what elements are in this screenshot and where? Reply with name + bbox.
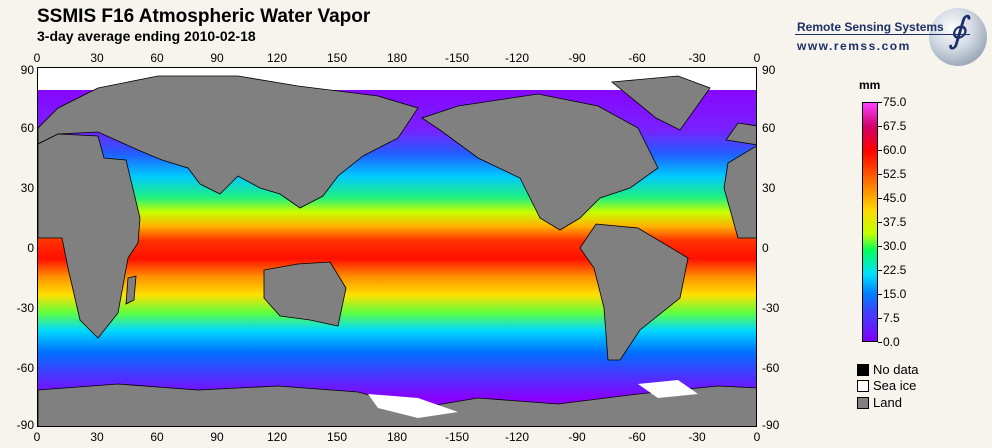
legend-swatch (857, 363, 869, 376)
lon-tick: -150 (444, 430, 470, 444)
lat-tick: 60 (762, 121, 776, 135)
lon-tick: -30 (688, 51, 706, 65)
page-subtitle: 3-day average ending 2010-02-18 (37, 28, 256, 44)
logo-url[interactable]: www.remss.com (797, 39, 911, 53)
lon-tick: 150 (326, 430, 348, 444)
lon-tick: 120 (266, 51, 288, 65)
lon-tick: -120 (504, 430, 530, 444)
lon-tick: 0 (753, 430, 761, 444)
lat-tick: 30 (20, 181, 34, 195)
colorbar-label: 15.0 (878, 287, 906, 301)
land-europe-west (725, 122, 756, 146)
lon-tick: 60 (150, 51, 164, 65)
land-africa-west (723, 145, 756, 239)
lon-tick: 120 (266, 430, 288, 444)
legend-sea-ice: Sea ice (857, 378, 916, 393)
antarctic-sea-ice (368, 380, 698, 418)
colorbar-unit: mm (859, 78, 881, 92)
lon-tick: 30 (90, 430, 104, 444)
colorbar-label: 67.5 (878, 119, 906, 133)
lat-tick: -30 (16, 301, 34, 315)
colorbar-label: 0.0 (878, 335, 900, 349)
logo-divider (795, 34, 970, 35)
legend-label: No data (873, 362, 919, 377)
legend-label: Sea ice (873, 378, 917, 393)
lat-tick: -30 (762, 301, 780, 315)
land-africa-east (38, 133, 141, 339)
lat-tick: -90 (762, 418, 780, 432)
colorbar-label: 37.5 (878, 215, 906, 229)
lon-tick: -30 (688, 430, 706, 444)
land-eurasia (38, 75, 419, 209)
colorbar-label: 60.0 (878, 143, 906, 157)
legend-no-data: No data (857, 362, 919, 377)
lon-tick: 30 (90, 51, 104, 65)
lon-tick: -150 (444, 51, 470, 65)
lon-tick: 60 (150, 430, 164, 444)
colorbar-label: 30.0 (878, 239, 906, 253)
water-vapor-map (37, 67, 757, 427)
colorbar-label: 22.5 (878, 263, 906, 277)
legend-swatch (857, 396, 869, 409)
map-svg (38, 68, 756, 426)
legend-swatch (857, 379, 869, 392)
colorbar-label: 7.5 (878, 311, 900, 325)
logo-name: Remote Sensing Systems (797, 20, 944, 34)
land-masses (38, 75, 756, 426)
lon-tick: -90 (568, 430, 586, 444)
page-title: SSMIS F16 Atmospheric Water Vapor (37, 6, 371, 27)
lon-tick: 180 (386, 51, 408, 65)
lat-tick: 0 (762, 241, 769, 255)
lon-tick: -90 (568, 51, 586, 65)
lat-tick: -90 (16, 418, 34, 432)
lon-tick: 0 (753, 51, 761, 65)
land-australia (263, 261, 347, 327)
lon-tick: -60 (628, 51, 646, 65)
lat-tick: -60 (16, 361, 34, 375)
lat-tick: 90 (762, 63, 776, 77)
lon-tick: 90 (210, 51, 224, 65)
land-south-america (579, 223, 689, 361)
integral-icon: ∮ (948, 10, 967, 51)
colorbar (862, 102, 878, 342)
colorbar-label: 75.0 (878, 95, 906, 109)
lon-tick: 0 (33, 51, 41, 65)
lon-tick: 90 (210, 430, 224, 444)
legend-label: Land (873, 395, 902, 410)
lat-tick: 30 (762, 181, 776, 195)
lon-tick: 180 (386, 430, 408, 444)
land-north-america (421, 93, 659, 231)
lat-tick: 90 (20, 63, 34, 77)
colorbar-label: 45.0 (878, 191, 906, 205)
lon-tick: 0 (33, 430, 41, 444)
lat-tick: 60 (20, 121, 34, 135)
legend-land: Land (857, 395, 902, 410)
land-greenland (610, 75, 711, 131)
colorbar-label: 52.5 (878, 167, 906, 181)
lat-tick: -60 (762, 361, 780, 375)
land-madagascar (125, 275, 137, 305)
lon-tick: -60 (628, 430, 646, 444)
lat-tick: 0 (27, 241, 34, 255)
globe-icon (929, 8, 987, 66)
lon-tick: 150 (326, 51, 348, 65)
lon-tick: -120 (504, 51, 530, 65)
